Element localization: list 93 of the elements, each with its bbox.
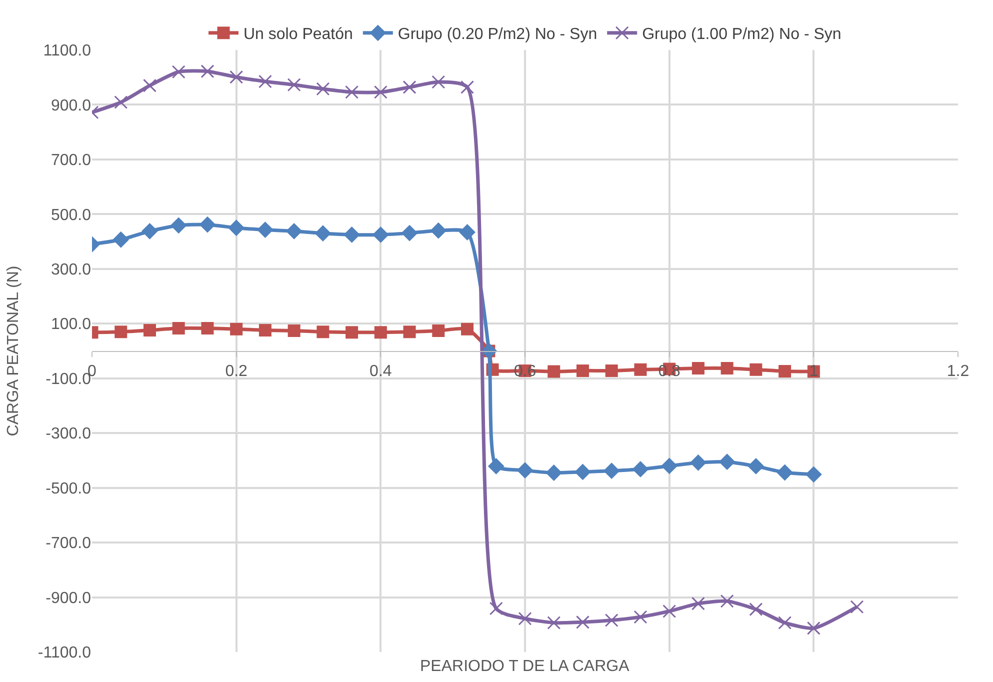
x-tick-label: 1.2 <box>946 363 970 380</box>
y-tick-label: 300.0 <box>50 262 92 279</box>
point <box>258 74 272 88</box>
point <box>488 458 504 474</box>
point <box>172 65 186 79</box>
point <box>142 78 156 92</box>
point <box>114 96 128 110</box>
point <box>576 364 589 377</box>
point <box>778 365 792 378</box>
point <box>286 223 302 240</box>
point <box>402 225 418 241</box>
legend-label: Grupo (0.20 P/m2) No - Syn <box>398 26 598 44</box>
x-tick-label: 0.2 <box>225 363 248 380</box>
point <box>172 322 185 335</box>
y-tick-label: -1100.0 <box>38 644 92 662</box>
legend-label: Grupo (1.00 P/m2) No - Syn <box>642 26 842 44</box>
point <box>604 614 618 628</box>
point <box>430 222 446 238</box>
point <box>287 78 301 92</box>
point <box>661 458 678 474</box>
point <box>776 464 793 480</box>
y-tick-label: -500.0 <box>46 480 92 498</box>
y-tick-label: 700.0 <box>50 152 92 170</box>
point <box>403 326 416 338</box>
point <box>690 454 706 471</box>
point <box>316 326 330 338</box>
point <box>316 82 330 96</box>
point <box>691 596 705 610</box>
point <box>345 85 359 99</box>
point <box>634 610 648 624</box>
point <box>346 326 358 339</box>
point <box>432 75 446 89</box>
point <box>750 363 762 376</box>
point <box>315 225 331 242</box>
y-tick-label: -900.0 <box>46 590 92 607</box>
point <box>258 324 272 336</box>
point <box>850 600 864 614</box>
x-axis-title: PEARIODO T DE LA CARGA <box>420 658 630 675</box>
point <box>574 464 591 480</box>
point <box>200 64 214 78</box>
point <box>720 362 734 374</box>
y-axis-title: CARGA PEATONAL (N) <box>4 266 22 436</box>
point <box>374 326 387 339</box>
point <box>662 604 676 618</box>
point <box>546 464 562 481</box>
point <box>230 322 243 336</box>
point <box>228 220 244 236</box>
point <box>489 602 503 616</box>
point <box>201 322 214 335</box>
point <box>200 216 216 232</box>
point <box>344 226 360 243</box>
y-tick-label: -300.0 <box>46 426 92 443</box>
point <box>548 365 560 378</box>
point <box>518 612 532 626</box>
x-tick-label: 1 <box>809 363 818 380</box>
point <box>230 70 244 84</box>
y-tick-label: -700.0 <box>46 535 92 552</box>
point <box>402 80 416 94</box>
y-tick-label: 100.0 <box>50 316 92 334</box>
point <box>257 222 274 238</box>
point <box>517 462 533 478</box>
point <box>547 616 561 630</box>
legend-label: Un solo Peatón <box>244 26 353 44</box>
point <box>749 602 763 616</box>
point <box>114 326 128 338</box>
point <box>461 322 474 336</box>
point <box>112 232 129 248</box>
point <box>719 454 735 470</box>
point <box>748 458 764 474</box>
point <box>372 226 389 243</box>
y-tick-label: 500.0 <box>50 206 92 224</box>
point <box>806 466 822 482</box>
point <box>632 461 648 478</box>
point <box>143 324 156 336</box>
point <box>605 364 618 377</box>
point <box>459 224 476 240</box>
point <box>634 363 647 376</box>
point <box>778 616 792 630</box>
point <box>604 462 620 479</box>
point <box>170 218 186 234</box>
point <box>288 324 300 337</box>
point <box>142 223 158 240</box>
y-tick-label: 1100.0 <box>43 42 92 60</box>
x-tick-label: 0.6 <box>514 363 536 380</box>
point <box>576 615 590 629</box>
point <box>460 80 474 94</box>
point <box>692 362 704 374</box>
point <box>720 594 734 608</box>
point <box>806 621 820 635</box>
point <box>374 85 388 99</box>
point <box>432 324 445 337</box>
y-tick-label: 900.0 <box>50 97 92 114</box>
x-tick-label: 0.4 <box>370 363 392 380</box>
